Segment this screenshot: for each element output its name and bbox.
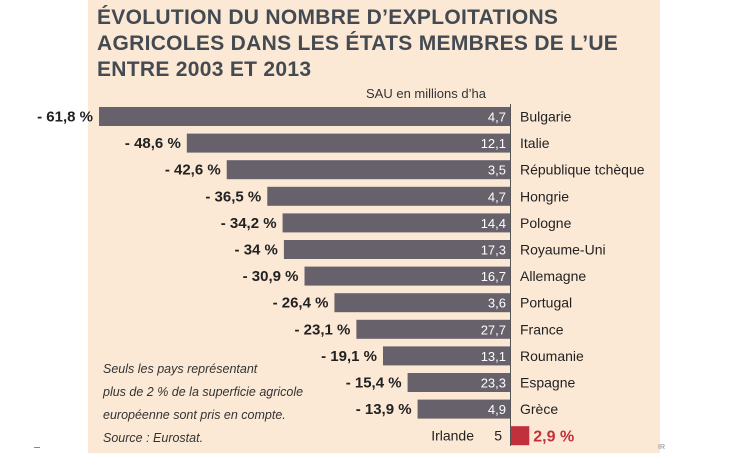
sau-label-5: 17,3: [481, 243, 506, 258]
category-label-3: Hongrie: [520, 188, 569, 204]
bar-11: [417, 399, 510, 419]
value-label-11: - 13,9 %: [356, 401, 412, 418]
bar-8: [356, 319, 510, 339]
corner-mark: [34, 447, 40, 448]
sau-label-4: 14,4: [481, 216, 506, 231]
bar-10: [407, 373, 510, 392]
value-label-2: - 42,6 %: [165, 162, 221, 179]
note-line-2: plus de 2 % de la superficie agricole: [103, 385, 304, 399]
category-label-8: France: [520, 321, 564, 337]
value-label-9: - 19,1 %: [321, 348, 377, 365]
category-label-11: Grèce: [520, 401, 558, 417]
category-label-5: Royaume-Uni: [520, 242, 606, 258]
category-label-0: Bulgarie: [520, 109, 572, 125]
value-label-3: - 36,5 %: [205, 188, 261, 205]
value-label-4: - 34,2 %: [221, 215, 277, 232]
category-label-9: Roumanie: [520, 348, 584, 364]
sau-label-1: 12,1: [481, 136, 506, 151]
zero-axis-line: [510, 104, 511, 446]
bar-0: [99, 107, 510, 126]
category-label-12: Irlande: [431, 428, 474, 444]
bar-4: [282, 213, 510, 233]
bar-5: [283, 240, 510, 259]
bar-6: [304, 266, 510, 286]
chart-title-line-1: ÉVOLUTION DU NOMBRE D’EXPLOITATIONS: [97, 6, 559, 29]
value-label-10: - 15,4 %: [346, 375, 402, 392]
bar-7: [334, 293, 510, 313]
category-label-7: Portugal: [520, 295, 572, 311]
chart-title-line-3: ENTRE 2003 ET 2013: [97, 58, 312, 81]
note-line-3: européenne sont pris en compte.: [103, 408, 286, 422]
value-label-12: 2,9 %: [533, 429, 574, 446]
bar-3: [267, 186, 510, 206]
sau-label-6: 16,7: [481, 269, 506, 284]
sau-label-0: 4,7: [488, 110, 506, 125]
sau-label-7: 3,6: [488, 296, 506, 311]
sau-label-2: 3,5: [488, 163, 506, 178]
category-label-10: Espagne: [520, 375, 575, 391]
sau-label-10: 23,3: [481, 376, 506, 391]
bar-12: [510, 426, 530, 446]
category-label-4: Pologne: [520, 215, 572, 231]
source-line: Source : Eurostat.: [103, 431, 204, 445]
sau-label-12: 5: [494, 428, 502, 444]
value-label-1: - 48,6 %: [125, 135, 181, 152]
category-label-2: République tchèque: [520, 162, 645, 178]
bar-9: [382, 346, 510, 366]
sau-label-8: 27,7: [481, 322, 506, 337]
sau-unit-label: SAU en millions d’ha: [366, 86, 486, 101]
value-label-8: - 23,1 %: [295, 321, 351, 338]
chart-title-line-2: AGRICOLES DANS LES ÉTATS MEMBRES DE L’UE: [97, 32, 619, 55]
note-line-1: Seuls les pays représentant: [103, 362, 258, 376]
value-label-7: - 26,4 %: [273, 295, 329, 312]
sau-label-9: 13,1: [481, 349, 506, 364]
category-label-1: Italie: [520, 135, 550, 151]
bar-2: [226, 160, 510, 180]
sau-label-3: 4,7: [488, 189, 506, 204]
value-label-0: - 61,8 %: [37, 109, 93, 126]
category-label-6: Allemagne: [520, 268, 586, 284]
sau-label-11: 4,9: [488, 402, 506, 417]
value-label-6: - 30,9 %: [243, 268, 299, 285]
corner-credit: IR: [658, 444, 665, 451]
value-label-5: - 34 %: [235, 242, 278, 259]
bar-1: [186, 133, 510, 153]
